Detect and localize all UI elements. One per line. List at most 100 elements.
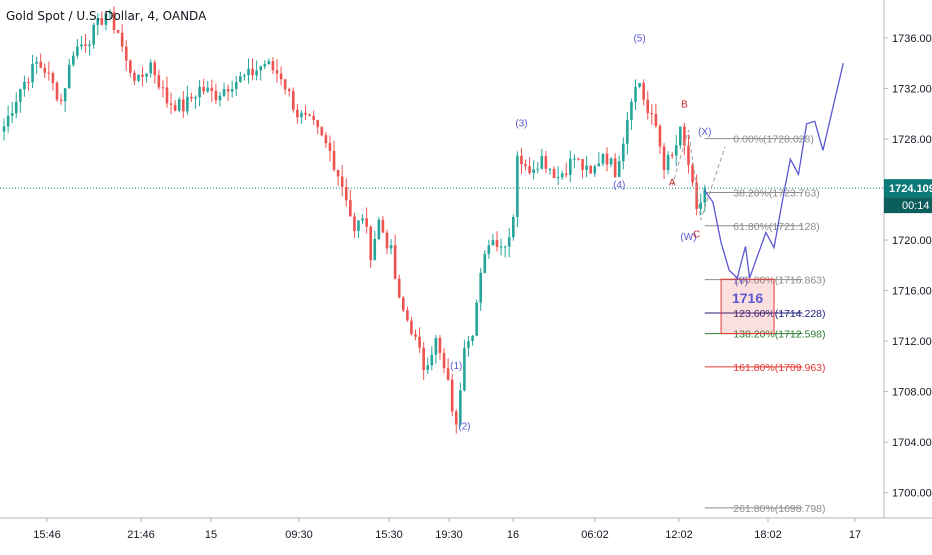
- candle-body: [556, 177, 560, 179]
- price-badge: [884, 179, 932, 198]
- candle-body: [316, 119, 320, 128]
- candle-body: [381, 219, 385, 233]
- candle-body: [491, 240, 495, 246]
- candle-body: [654, 113, 658, 126]
- candle-body: [422, 347, 425, 370]
- candle-body: [593, 166, 597, 174]
- candle-body: [328, 143, 332, 151]
- candle-body: [511, 216, 515, 238]
- candle-body: [479, 272, 483, 303]
- candle-body: [129, 60, 132, 73]
- candle-body: [589, 165, 593, 174]
- wave-label: (W): [680, 232, 696, 243]
- candle-body: [14, 101, 18, 114]
- candle-body: [548, 168, 552, 170]
- candle-body: [393, 245, 397, 279]
- candle-body: [507, 237, 511, 247]
- candle-body: [35, 61, 38, 64]
- candle-body: [88, 44, 91, 46]
- candle-body: [516, 155, 519, 217]
- candle-body: [304, 112, 307, 115]
- candle-body: [27, 82, 30, 84]
- candle-body: [186, 96, 189, 112]
- candle-body: [691, 164, 694, 183]
- y-tick-label: 1712.000: [892, 336, 932, 348]
- candle-body: [687, 145, 690, 165]
- candle-body: [463, 348, 466, 391]
- y-tick-label: 1704.000: [892, 437, 932, 449]
- candle-body: [194, 97, 197, 99]
- candle-body: [475, 302, 478, 336]
- candle-body: [564, 173, 568, 175]
- x-tick-label: 15: [205, 529, 217, 541]
- candle-body: [365, 218, 368, 227]
- candle-body: [336, 169, 340, 177]
- candle-body: [153, 62, 157, 76]
- candle-body: [133, 72, 136, 81]
- candle-body: [226, 89, 230, 92]
- candle-body: [283, 79, 287, 90]
- candle-body: [442, 352, 446, 369]
- candle-body: [190, 96, 193, 99]
- wave-label: (5): [633, 34, 645, 45]
- candle-body: [206, 87, 210, 92]
- candle-body: [642, 83, 645, 100]
- candle-body: [202, 86, 205, 92]
- candle-body: [55, 82, 59, 100]
- wave-label: (X): [698, 127, 711, 138]
- wave-label: B: [681, 99, 688, 110]
- candle-body: [389, 245, 393, 249]
- candle-body: [438, 337, 442, 353]
- candle-body: [47, 72, 51, 74]
- candle-body: [353, 216, 356, 231]
- candle-body: [169, 103, 173, 105]
- candle-body: [426, 365, 430, 370]
- candle-body: [467, 341, 470, 349]
- x-tick-label: 16: [507, 529, 519, 541]
- candle-body: [320, 127, 324, 136]
- x-tick-label: 17: [849, 529, 861, 541]
- candle-body: [573, 158, 576, 160]
- y-tick-label: 1716.000: [892, 286, 932, 298]
- target-box[interactable]: [720, 278, 775, 335]
- x-tick-label: 09:30: [285, 529, 313, 541]
- candle-body: [638, 83, 641, 87]
- candle-body: [214, 90, 218, 101]
- candle-body: [410, 320, 413, 335]
- projection-path[interactable]: [704, 63, 844, 280]
- candle-body: [210, 87, 214, 91]
- candle-body: [271, 61, 275, 71]
- candle-body: [499, 246, 503, 248]
- candle-body: [344, 186, 348, 201]
- fib-level-label: 100.00%(1716.863): [733, 275, 825, 287]
- candle-body: [92, 24, 95, 45]
- wave-label: (4): [613, 180, 625, 191]
- candle-body: [679, 126, 682, 146]
- candle-body: [19, 89, 22, 102]
- candle-body: [414, 334, 417, 337]
- candle-body: [173, 104, 177, 111]
- candle-body: [300, 112, 303, 118]
- candle-body: [324, 135, 328, 144]
- candle-body: [377, 219, 381, 240]
- price-badge-value: 1724.109: [889, 183, 932, 195]
- candle-body: [670, 155, 674, 157]
- candle-body: [357, 220, 360, 231]
- candle-body: [222, 89, 226, 96]
- candle-body: [145, 73, 148, 77]
- y-tick-label: 1700.000: [892, 488, 932, 500]
- candle-body: [332, 150, 336, 170]
- candle-body: [251, 68, 254, 76]
- wave-annotations: (1) (2) (3) (4) (5) A B (X) (W)C (Y): [450, 34, 844, 433]
- candle-body: [601, 153, 605, 164]
- candle-body: [10, 113, 14, 116]
- candle-body: [446, 368, 450, 380]
- candle-body: [540, 156, 544, 169]
- candle-body: [243, 75, 246, 77]
- candle-body: [218, 95, 222, 101]
- candle-body: [418, 336, 421, 348]
- candle-body: [259, 66, 263, 71]
- fib-level-label: 123.60%(1714.228): [733, 308, 825, 320]
